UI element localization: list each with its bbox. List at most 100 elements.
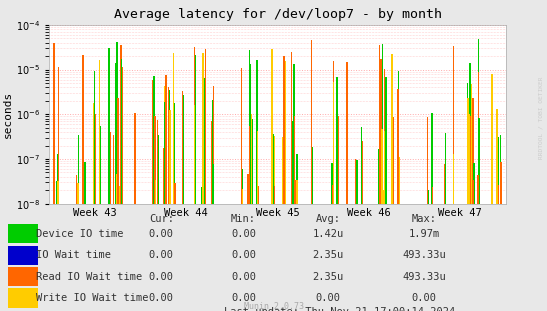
Bar (428, 190, 429, 204)
Bar (202, 175, 203, 204)
Text: Last update: Thu Nov 21 17:00:14 2024: Last update: Thu Nov 21 17:00:14 2024 (224, 308, 455, 311)
Text: 0.00: 0.00 (231, 229, 256, 239)
Bar (165, 86, 166, 204)
Bar (336, 84, 338, 204)
Bar (182, 91, 183, 204)
Text: 0.00: 0.00 (231, 272, 256, 282)
Bar (384, 131, 385, 204)
Text: 493.33u: 493.33u (402, 272, 446, 282)
Bar (56, 181, 57, 204)
Bar (291, 122, 293, 204)
Bar (392, 54, 393, 204)
Text: RRDTOOL / TOBI OETIKER: RRDTOOL / TOBI OETIKER (538, 77, 543, 160)
Bar (397, 89, 399, 204)
Bar (98, 60, 100, 204)
Bar (445, 133, 446, 204)
Bar (169, 90, 171, 204)
Bar (444, 164, 445, 204)
Bar (57, 181, 59, 204)
Bar (274, 174, 275, 204)
Bar (381, 129, 382, 204)
Bar (247, 174, 249, 204)
Bar (453, 154, 454, 204)
Bar (53, 43, 55, 204)
Bar (491, 74, 493, 204)
Bar (249, 63, 251, 204)
Bar (337, 154, 339, 204)
Bar (333, 185, 334, 204)
Bar (170, 109, 171, 204)
Bar (120, 152, 121, 204)
Bar (468, 138, 469, 204)
Bar (294, 115, 295, 204)
Bar (202, 53, 204, 204)
Bar (241, 68, 242, 204)
Bar (158, 135, 159, 204)
Bar (211, 121, 212, 204)
Bar (173, 103, 175, 204)
Bar (385, 85, 386, 204)
Bar (285, 61, 287, 204)
Bar (84, 162, 85, 204)
Bar (498, 185, 499, 204)
Bar (472, 181, 473, 204)
Text: 0.00: 0.00 (411, 293, 437, 303)
Bar (108, 48, 110, 204)
Bar (291, 52, 293, 204)
Bar (94, 104, 95, 204)
Bar (78, 183, 79, 204)
Bar (165, 176, 167, 204)
Text: Read IO Wait time: Read IO Wait time (36, 272, 142, 282)
Bar (398, 71, 399, 204)
Bar (155, 180, 156, 204)
Text: 0.00: 0.00 (231, 293, 256, 303)
Bar (346, 70, 347, 204)
Bar (336, 77, 337, 204)
Bar (331, 163, 333, 204)
Bar (135, 113, 136, 204)
Bar (284, 182, 285, 204)
Bar (257, 60, 258, 204)
Bar (379, 45, 380, 204)
Bar (392, 81, 393, 204)
Text: 1.97m: 1.97m (408, 229, 440, 239)
Bar (383, 190, 385, 204)
Bar (99, 113, 100, 204)
Bar (8, 224, 38, 244)
Bar (117, 42, 118, 204)
Text: 0.00: 0.00 (149, 272, 174, 282)
Text: Min:: Min: (231, 215, 256, 225)
Text: 0.00: 0.00 (231, 250, 256, 260)
Bar (165, 100, 166, 204)
Bar (117, 98, 119, 204)
Text: Munin 2.0.73: Munin 2.0.73 (243, 302, 304, 311)
Bar (58, 67, 60, 204)
Bar (333, 82, 334, 204)
Bar (213, 86, 214, 204)
Bar (491, 114, 493, 204)
Bar (205, 49, 206, 204)
Bar (168, 87, 170, 204)
Bar (256, 74, 257, 204)
Bar (173, 53, 174, 204)
Bar (94, 71, 95, 204)
Bar (377, 149, 379, 204)
Bar (8, 267, 38, 286)
Text: 0.00: 0.00 (149, 293, 174, 303)
Bar (452, 147, 454, 204)
Bar (257, 91, 258, 204)
Bar (357, 160, 358, 204)
Bar (258, 187, 259, 204)
Bar (472, 180, 474, 204)
Bar (249, 50, 250, 204)
Bar (471, 84, 472, 204)
Bar (283, 56, 285, 204)
Bar (153, 81, 154, 204)
Bar (113, 135, 114, 204)
Bar (57, 166, 58, 204)
Text: 0.00: 0.00 (149, 250, 174, 260)
Bar (76, 175, 78, 204)
Text: 2.35u: 2.35u (312, 272, 344, 282)
Bar (361, 127, 362, 204)
Bar (497, 137, 499, 204)
